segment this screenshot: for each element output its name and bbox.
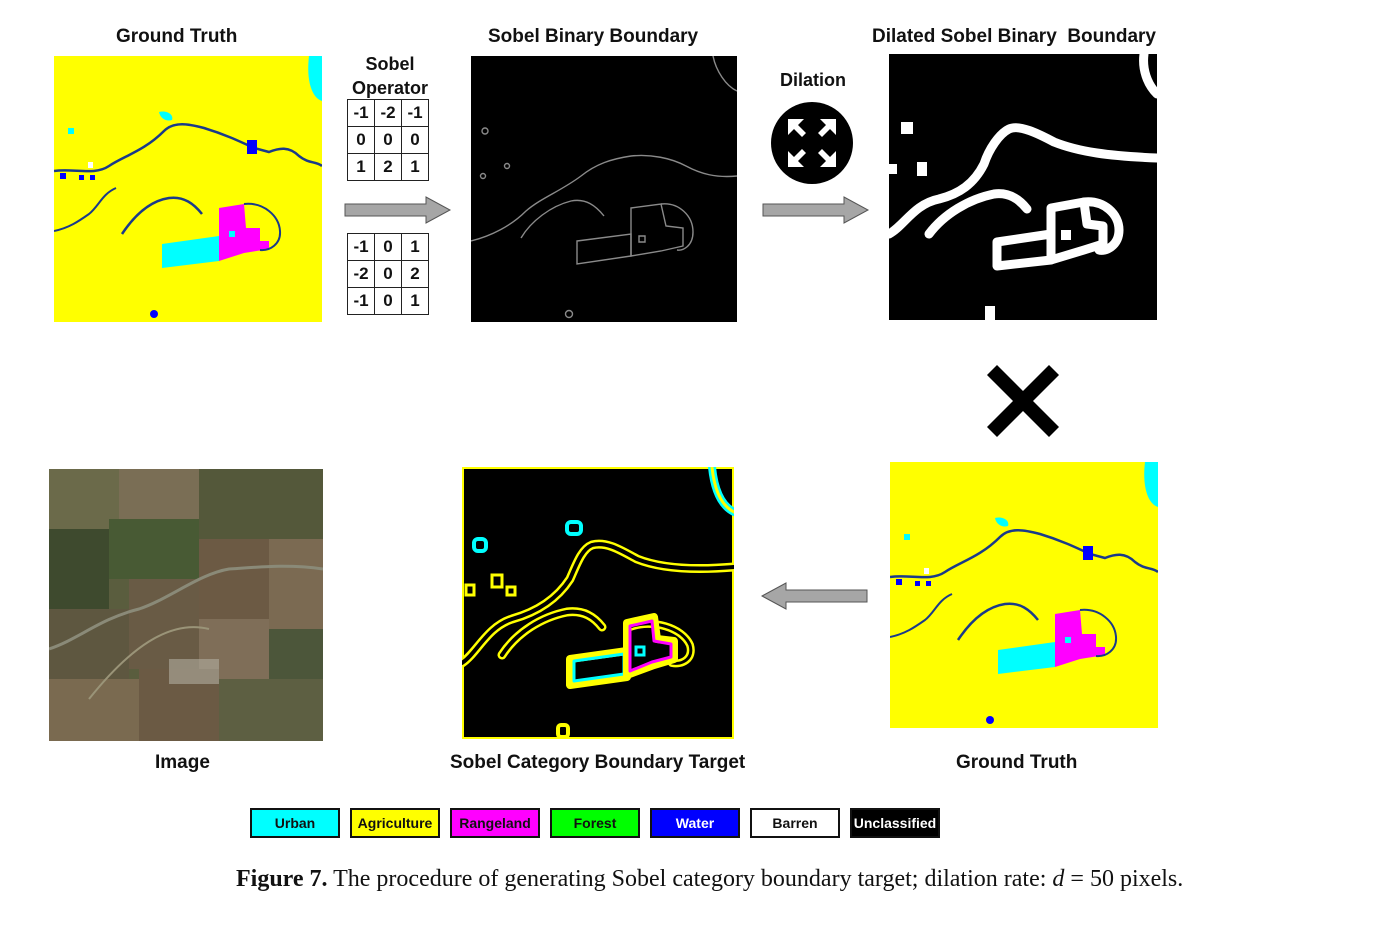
dilated-boundary-map: [889, 54, 1157, 320]
kernel-cell: 1: [401, 233, 429, 261]
kernel-cell: 2: [401, 260, 429, 288]
kernel-cell: -1: [347, 233, 375, 261]
kernel-cell: 0: [401, 126, 429, 154]
title-ground-truth-bottom: Ground Truth: [956, 752, 1078, 773]
category-legend: Urban Agriculture Rangeland Forest Water Barr…: [250, 808, 940, 838]
kernel-cell: 0: [347, 126, 375, 154]
title-dilated: Dilated Sobel Binary Boundary: [872, 26, 1156, 47]
caption-variable: d: [1052, 866, 1065, 892]
arrow-right-icon: [762, 196, 870, 224]
legend-item-barren: Barren: [750, 808, 840, 838]
caption-text: The procedure of generating Sobel catego…: [327, 866, 1053, 892]
legend-item-water: Water: [650, 808, 740, 838]
title-dilation: Dilation: [780, 70, 846, 90]
kernel-cell: 0: [374, 126, 402, 154]
legend-item-agriculture: Agriculture: [350, 808, 440, 838]
kernel-cell: -2: [374, 99, 402, 127]
multiply-cross-icon: [987, 365, 1059, 437]
arrow-right-icon: [344, 196, 452, 224]
kernel-cell: 1: [401, 153, 429, 181]
kernel-cell: 0: [374, 260, 402, 288]
ground-truth-map-bottom: [890, 462, 1158, 728]
title-image: Image: [155, 752, 210, 773]
arrow-left-icon: [760, 582, 868, 610]
legend-item-unclassified: Unclassified: [850, 808, 940, 838]
kernel-cell: -2: [347, 260, 375, 288]
legend-item-forest: Forest: [550, 808, 640, 838]
kernel-cell: -1: [401, 99, 429, 127]
title-sobel-operator: Sobel Operator: [351, 54, 429, 98]
expand-arrows-icon: [771, 102, 853, 184]
title-sobel-binary: Sobel Binary Boundary: [488, 26, 699, 47]
title-ground-truth-top: Ground Truth: [116, 26, 238, 47]
legend-item-rangeland: Rangeland: [450, 808, 540, 838]
kernel-cell: -1: [347, 287, 375, 315]
sobel-kernel-gy: -1 0 1 -2 0 2 -1 0 1: [347, 233, 429, 315]
title-target: Sobel Category Boundary Target: [450, 752, 746, 773]
sobel-category-boundary-map: [462, 467, 734, 739]
caption-label: Figure 7.: [236, 866, 328, 892]
satellite-image: [49, 469, 323, 741]
kernel-cell: 1: [401, 287, 429, 315]
kernel-cell: 2: [374, 153, 402, 181]
kernel-cell: -1: [347, 99, 375, 127]
kernel-cell: 0: [374, 233, 402, 261]
ground-truth-map-top: [54, 56, 322, 322]
legend-item-urban: Urban: [250, 808, 340, 838]
figure-caption: Figure 7. The procedure of generating So…: [236, 866, 1183, 893]
kernel-cell: 1: [347, 153, 375, 181]
caption-text-after: = 50 pixels.: [1064, 866, 1184, 892]
kernel-cell: 0: [374, 287, 402, 315]
sobel-binary-boundary-map: [471, 56, 737, 322]
